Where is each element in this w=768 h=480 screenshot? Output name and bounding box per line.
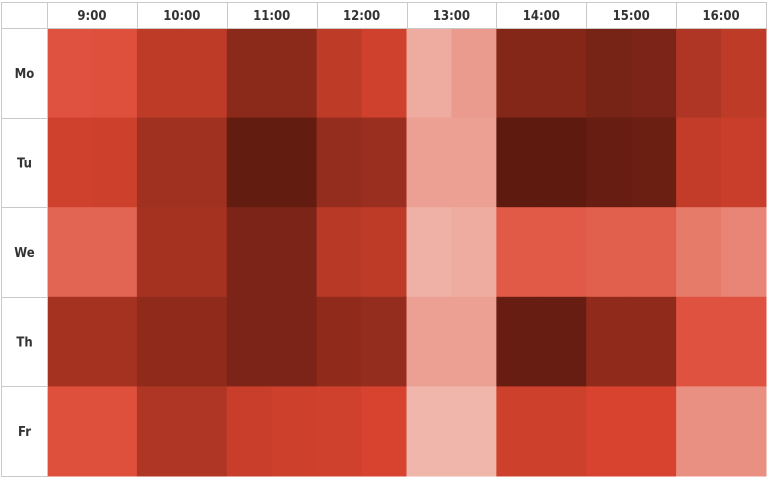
heatmap-cell-Mo-12 <box>586 28 632 119</box>
heatmap-cell-Tu-12 <box>586 117 632 208</box>
x-tick-label: 11:00 <box>253 9 290 24</box>
x-tick-label: 12:00 <box>343 9 380 24</box>
heatmap-cell-Fr-9 <box>451 386 497 477</box>
heatmap-cell-Fr-15 <box>721 386 767 477</box>
x-axis-ticks: 9:00 10:00 11:00 12:00 13:00 14:00 15:00 16:00 <box>77 9 739 24</box>
y-tick-label: Fr <box>18 425 31 440</box>
x-tick-label: 9:00 <box>77 9 106 24</box>
heatmap-cell-We-13 <box>631 207 677 298</box>
heatmap-cells <box>47 28 767 477</box>
heatmap-cell-Tu-10 <box>496 117 542 208</box>
heatmap-cell-Fr-14 <box>676 386 722 477</box>
heatmap-cell-We-11 <box>541 207 587 298</box>
heatmap-cell-Tu-11 <box>541 117 587 208</box>
heatmap-cell-We-2 <box>136 207 183 298</box>
heatmap-cell-Tu-5 <box>271 117 318 208</box>
heatmap-cell-Fr-6 <box>316 386 363 477</box>
heatmap-cell-Mo-6 <box>316 28 363 119</box>
heatmap-cell-Mo-9 <box>451 28 497 119</box>
heatmap-cell-Th-11 <box>541 296 587 387</box>
heatmap-cell-We-6 <box>316 207 363 298</box>
heatmap-cell-Fr-13 <box>631 386 677 477</box>
heatmap-cell-Mo-15 <box>721 28 767 119</box>
heatmap-cell-Mo-11 <box>541 28 587 119</box>
heatmap-cell-We-4 <box>226 207 273 298</box>
x-tick-label: 10:00 <box>163 9 200 24</box>
heatmap-cell-We-1 <box>91 207 138 298</box>
heatmap-cell-Tu-8 <box>406 117 452 208</box>
heatmap-cell-Mo-3 <box>181 28 228 119</box>
heatmap-cell-Fr-3 <box>181 386 228 477</box>
heatmap-cell-Fr-1 <box>91 386 138 477</box>
heatmap-cell-Th-3 <box>181 296 228 387</box>
heatmap-cell-Fr-7 <box>361 386 407 477</box>
heatmap-cell-Th-0 <box>47 296 93 387</box>
heatmap-cell-Th-5 <box>271 296 318 387</box>
x-tick-label: 16:00 <box>702 9 739 24</box>
heatmap-cell-Th-7 <box>361 296 407 387</box>
heatmap-cell-We-8 <box>406 207 452 298</box>
heatmap-cell-We-12 <box>586 207 632 298</box>
heatmap-cell-Tu-15 <box>721 117 767 208</box>
x-tick-label: 15:00 <box>613 9 650 24</box>
heatmap-cell-Fr-8 <box>406 386 452 477</box>
heatmap-cell-Tu-7 <box>361 117 407 208</box>
heatmap-cell-Th-10 <box>496 296 542 387</box>
x-tick-label: 13:00 <box>433 9 470 24</box>
heatmap-cell-Fr-4 <box>226 386 273 477</box>
heatmap-cell-Mo-10 <box>496 28 542 119</box>
heatmap-cell-We-14 <box>676 207 722 298</box>
heatmap-cell-Th-13 <box>631 296 677 387</box>
y-tick-label: Mo <box>15 67 35 82</box>
heatmap-cell-Fr-5 <box>271 386 318 477</box>
heatmap-cell-Th-15 <box>721 296 767 387</box>
heatmap-cell-Tu-13 <box>631 117 677 208</box>
heatmap-cell-We-5 <box>271 207 318 298</box>
heatmap-cell-Th-14 <box>676 296 722 387</box>
heatmap-cell-Th-12 <box>586 296 632 387</box>
heatmap-cell-Mo-13 <box>631 28 677 119</box>
heatmap-cell-Tu-1 <box>91 117 138 208</box>
heatmap-cell-Tu-3 <box>181 117 228 208</box>
heatmap-cell-We-10 <box>496 207 542 298</box>
heatmap-cell-Tu-9 <box>451 117 497 208</box>
heatmap-cell-Th-6 <box>316 296 363 387</box>
heatmap-cell-Mo-2 <box>136 28 183 119</box>
heatmap-cell-Tu-14 <box>676 117 722 208</box>
heatmap-cell-Mo-14 <box>676 28 722 119</box>
y-tick-label: Th <box>16 336 32 351</box>
heatmap-cell-Fr-12 <box>586 386 632 477</box>
y-tick-label: We <box>14 246 34 261</box>
heatmap-cell-Mo-7 <box>361 28 407 119</box>
heatmap-cell-Mo-1 <box>91 28 138 119</box>
heatmap-cell-We-15 <box>721 207 767 298</box>
heatmap-cell-Mo-4 <box>226 28 273 119</box>
heatmap-cell-Th-8 <box>406 296 452 387</box>
heatmap-cell-Tu-4 <box>226 117 273 208</box>
heatmap-cell-Tu-2 <box>136 117 183 208</box>
heatmap-cell-Mo-5 <box>271 28 318 119</box>
heatmap-cell-Fr-0 <box>47 386 93 477</box>
heatmap-cell-Tu-0 <box>47 117 93 208</box>
y-axis-ticks: Mo Tu We Th Fr <box>14 67 34 440</box>
heatmap-cell-We-9 <box>451 207 497 298</box>
heatmap-cell-Th-1 <box>91 296 138 387</box>
heatmap-cell-Th-9 <box>451 296 497 387</box>
heatmap-cell-We-3 <box>181 207 228 298</box>
heatmap-cell-Fr-10 <box>496 386 542 477</box>
heatmap-cell-Tu-6 <box>316 117 363 208</box>
heatmap-cell-We-0 <box>47 207 93 298</box>
heatmap-cell-Th-2 <box>136 296 183 387</box>
heatmap-cell-Th-4 <box>226 296 273 387</box>
heatmap-cell-Fr-2 <box>136 386 183 477</box>
heatmap-cell-Mo-0 <box>47 28 93 119</box>
y-tick-label: Tu <box>17 156 32 171</box>
heatmap-cell-Mo-8 <box>406 28 452 119</box>
heatmap-cell-Fr-11 <box>541 386 587 477</box>
x-tick-label: 14:00 <box>523 9 560 24</box>
heatmap-cell-We-7 <box>361 207 407 298</box>
